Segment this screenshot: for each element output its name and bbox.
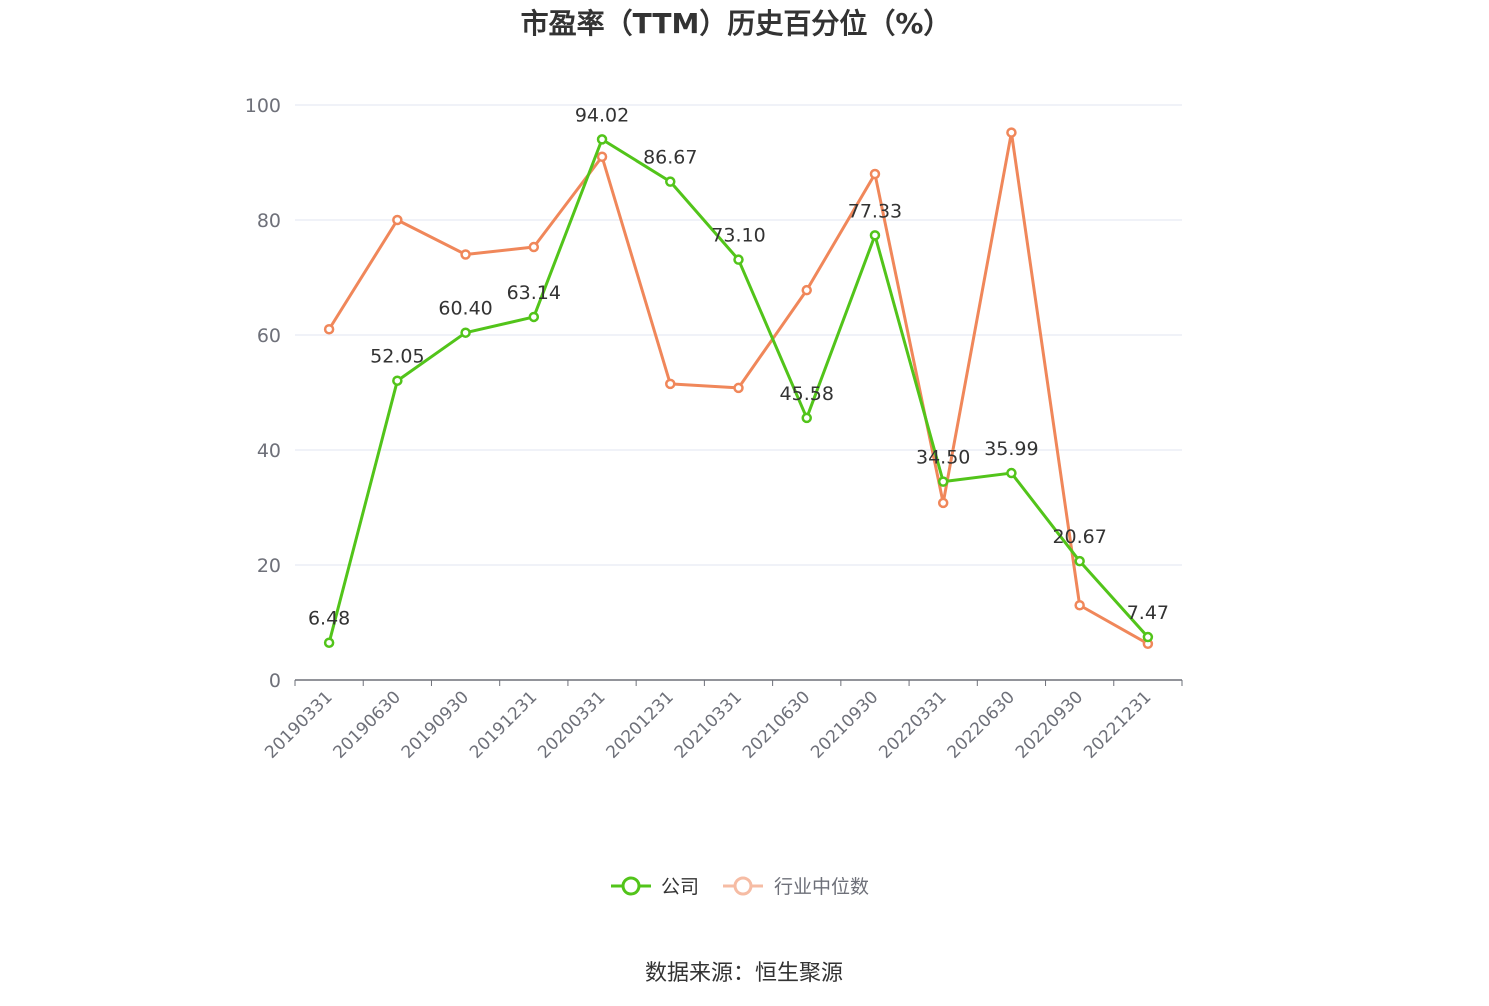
data-point-1 — [392, 214, 403, 226]
data-point-1 — [460, 249, 471, 260]
data-point-1 — [1074, 600, 1085, 611]
data-label: 77.33 — [848, 200, 902, 222]
data-point-0 — [665, 176, 676, 187]
data-label: 20.67 — [1052, 526, 1106, 548]
data-label: 94.02 — [575, 104, 629, 126]
data-point-1 — [1006, 127, 1017, 138]
data-point-0 — [596, 134, 608, 145]
data-point-0 — [937, 476, 949, 487]
x-tick-label: 20220630 — [944, 687, 1019, 762]
data-point-0 — [392, 375, 403, 386]
data-labels: 6.48 52.05 60.40 63.14 94.02 86.67 73.10 45.58 7… — [308, 104, 1169, 629]
legend: 公司 行业中位数 — [611, 876, 869, 898]
data-point-0 — [1006, 467, 1017, 479]
source-note: 数据来源：恒生聚源 — [645, 961, 843, 986]
legend-marker — [733, 876, 753, 896]
grid-lines — [295, 104, 1182, 566]
legend-label: 公司 — [661, 876, 699, 898]
x-tick-label: 20191231 — [466, 687, 541, 762]
x-tick-label: 20190630 — [330, 687, 405, 762]
data-label: 6.48 — [308, 608, 350, 630]
data-point-0 — [801, 412, 812, 424]
data-label: 52.05 — [370, 346, 424, 368]
data-point-1 — [801, 284, 812, 296]
data-label: 45.58 — [780, 383, 834, 405]
x-tick-label: 20210331 — [671, 687, 746, 762]
data-point-0 — [323, 637, 335, 648]
x-tick-label: 20210930 — [807, 687, 882, 762]
data-point-0 — [460, 327, 471, 338]
data-label: 63.14 — [507, 282, 561, 304]
x-tick-label: 20220331 — [875, 687, 950, 762]
x-tick-label: 20221231 — [1080, 687, 1155, 762]
data-point-0 — [869, 230, 881, 241]
series-layer — [323, 127, 1154, 650]
y-axis: 0 20 40 60 80 100 — [245, 95, 281, 692]
data-point-1 — [733, 382, 744, 394]
y-tick-label: 40 — [257, 440, 281, 462]
data-point-1 — [528, 241, 540, 253]
x-tick-label: 20210630 — [739, 687, 814, 762]
legend-item-1 — [723, 876, 763, 896]
data-point-1 — [323, 324, 335, 335]
y-tick-label: 100 — [245, 95, 281, 117]
data-point-1 — [596, 151, 608, 162]
data-point-0 — [1142, 631, 1154, 643]
x-tick-label: 20200331 — [534, 687, 609, 762]
data-point-0 — [528, 311, 540, 323]
x-tick-label: 20201231 — [602, 687, 677, 762]
legend-item-0 — [611, 876, 651, 896]
data-point-1 — [665, 378, 676, 390]
x-tick-label: 20190331 — [261, 687, 336, 762]
data-point-0 — [733, 254, 744, 265]
data-label: 60.40 — [438, 298, 492, 320]
x-tick-label: 20220930 — [1012, 687, 1087, 762]
x-axis: 2019033120190630201909302019123120200331… — [261, 679, 1183, 763]
data-label: 7.47 — [1127, 602, 1169, 624]
data-label: 86.67 — [643, 147, 697, 169]
data-label: 35.99 — [984, 438, 1038, 460]
legend-label: 行业中位数 — [774, 876, 869, 898]
y-tick-label: 0 — [269, 670, 281, 692]
legend-marker — [621, 876, 641, 896]
data-point-1 — [937, 497, 949, 509]
y-tick-label: 60 — [257, 325, 281, 347]
data-point-1 — [869, 168, 881, 180]
data-point-0 — [1074, 555, 1085, 567]
y-tick-label: 20 — [257, 555, 281, 577]
data-label: 34.50 — [916, 447, 970, 469]
x-tick-label: 20190930 — [398, 687, 473, 762]
chart-title: 市盈率（TTM）历史百分位（%） — [521, 7, 952, 40]
data-label: 73.10 — [711, 225, 765, 247]
y-tick-label: 80 — [257, 210, 281, 232]
